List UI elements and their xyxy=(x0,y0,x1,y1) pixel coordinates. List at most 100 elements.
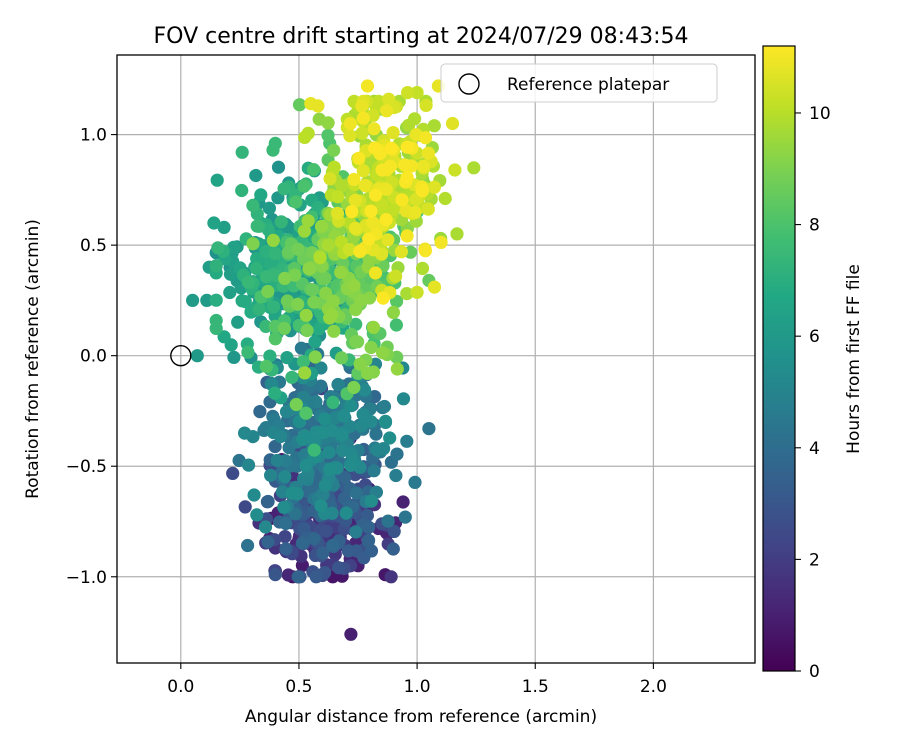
data-point xyxy=(360,366,375,380)
data-point xyxy=(268,439,282,454)
data-point xyxy=(364,204,378,218)
data-point xyxy=(364,340,378,355)
data-point xyxy=(259,359,273,373)
data-point xyxy=(331,377,345,392)
data-point xyxy=(298,366,312,380)
colorbar-gradient xyxy=(763,46,795,671)
x-axis-label: Angular distance from reference (arcmin) xyxy=(245,707,597,727)
reference-marker-group xyxy=(170,344,192,367)
data-point xyxy=(355,99,369,113)
data-point xyxy=(226,466,240,480)
data-point xyxy=(331,190,345,204)
data-point xyxy=(253,405,267,419)
data-point xyxy=(394,245,408,259)
data-point xyxy=(338,470,352,485)
data-point xyxy=(274,429,288,444)
data-point xyxy=(291,297,305,311)
data-point xyxy=(390,362,404,376)
data-point xyxy=(190,349,204,363)
colorbar-ticks: 0 2 4 6 8 10 xyxy=(795,104,831,682)
data-point xyxy=(223,285,237,300)
data-point xyxy=(396,392,411,406)
y-axis-ticks: −1.0 −0.5 0.0 0.5 1.0 xyxy=(66,126,117,588)
data-point xyxy=(364,415,378,429)
data-point xyxy=(400,140,414,154)
data-point xyxy=(292,98,307,112)
data-point xyxy=(422,422,436,436)
data-point xyxy=(358,179,372,193)
data-point xyxy=(249,168,263,183)
data-point xyxy=(280,294,294,308)
data-point xyxy=(296,432,310,447)
data-point xyxy=(367,464,381,478)
data-point xyxy=(261,494,275,509)
data-point xyxy=(301,214,315,228)
y-tick-label: −0.5 xyxy=(66,457,107,477)
data-point xyxy=(235,145,249,159)
data-point xyxy=(366,215,380,230)
data-point xyxy=(335,428,349,442)
data-point xyxy=(275,485,290,499)
data-point xyxy=(318,478,332,492)
chart-title: FOV centre drift starting at 2024/07/29 … xyxy=(154,24,689,49)
data-point xyxy=(341,544,355,558)
data-point xyxy=(209,293,223,307)
data-point xyxy=(343,129,357,143)
data-point xyxy=(241,275,255,289)
data-point xyxy=(323,462,337,476)
data-point xyxy=(258,520,273,534)
data-point xyxy=(250,252,264,266)
data-point xyxy=(421,202,435,216)
data-point xyxy=(266,233,280,247)
data-point xyxy=(279,516,293,531)
data-point xyxy=(386,305,400,319)
data-point xyxy=(294,341,308,355)
data-point xyxy=(268,386,282,400)
data-point xyxy=(389,468,403,483)
data-point xyxy=(247,488,261,502)
data-point xyxy=(263,349,277,363)
data-point xyxy=(383,431,397,445)
data-point xyxy=(268,332,282,346)
data-point xyxy=(321,116,335,130)
data-point xyxy=(316,426,330,440)
data-point xyxy=(383,159,397,173)
data-point xyxy=(416,159,430,173)
data-point xyxy=(323,172,337,186)
data-point xyxy=(352,151,366,165)
colorbar-frame xyxy=(762,45,796,672)
data-point xyxy=(410,86,424,100)
data-point xyxy=(327,160,341,174)
data-point xyxy=(323,311,337,325)
data-point xyxy=(366,320,381,334)
data-point xyxy=(410,285,424,299)
data-point xyxy=(400,170,414,185)
plot-frame xyxy=(116,54,756,664)
data-point xyxy=(308,335,322,349)
data-point xyxy=(380,104,394,118)
colorbar-tick-label: 10 xyxy=(809,104,831,124)
data-point xyxy=(252,302,266,316)
data-point xyxy=(401,86,415,100)
data-point xyxy=(238,500,252,514)
legend-marker-icon xyxy=(458,73,480,95)
data-point xyxy=(337,409,351,423)
data-point xyxy=(415,261,430,275)
data-point xyxy=(334,351,349,365)
x-tick-label: 1.0 xyxy=(404,677,431,697)
data-point xyxy=(296,355,310,369)
data-point xyxy=(418,244,432,258)
data-point xyxy=(364,494,378,508)
data-point xyxy=(322,445,336,459)
colorbar-tick-label: 6 xyxy=(809,327,820,347)
data-point xyxy=(281,568,295,582)
data-point xyxy=(376,291,390,305)
data-point xyxy=(279,542,293,556)
data-point xyxy=(427,119,441,133)
data-point xyxy=(299,308,313,322)
data-point xyxy=(299,458,313,472)
data-point xyxy=(386,542,400,556)
data-point xyxy=(217,220,231,234)
colorbar-tick-label: 8 xyxy=(809,216,820,236)
